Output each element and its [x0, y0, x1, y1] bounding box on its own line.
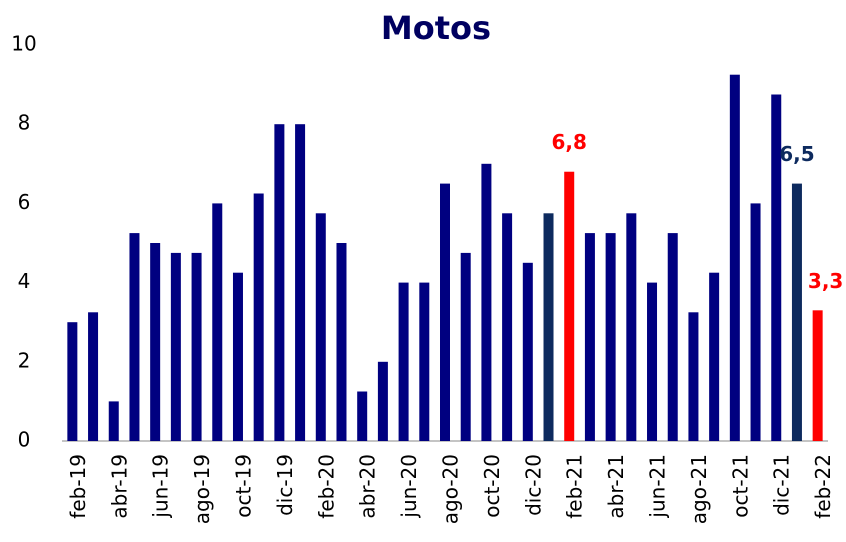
value-label: 6,8 [551, 130, 586, 154]
x-tick-label: dic-19 [273, 454, 297, 516]
bar [357, 391, 368, 441]
x-tick-label: abr-21 [604, 454, 628, 519]
bar [522, 262, 533, 441]
bar [67, 322, 78, 441]
bar [315, 213, 326, 441]
bar [688, 312, 699, 441]
bar [150, 243, 161, 441]
x-tick-label: dic-21 [770, 454, 794, 516]
bar [419, 282, 430, 441]
bar [253, 193, 264, 441]
chart-title: Motos [381, 9, 491, 47]
bar [108, 401, 119, 441]
bar [502, 213, 513, 441]
value-label: 3,3 [808, 269, 843, 293]
x-tick-label: oct-21 [728, 454, 752, 518]
bar [605, 233, 616, 441]
bar [212, 203, 223, 441]
bar [771, 94, 782, 441]
bar [750, 203, 761, 441]
bar [709, 272, 720, 441]
x-tick-label: feb-19 [66, 454, 90, 519]
bar [440, 183, 450, 441]
bar [564, 171, 575, 441]
bar [170, 252, 181, 441]
x-tick-label: jun-20 [397, 454, 421, 519]
value-label: 6,5 [779, 142, 814, 166]
x-tick-label: feb-21 [563, 454, 587, 519]
y-tick-label: 10 [11, 32, 36, 56]
bar [460, 252, 471, 441]
bar [647, 282, 658, 441]
x-tick-label: feb-22 [811, 454, 835, 519]
y-tick-label: 6 [18, 190, 31, 214]
bar [481, 163, 492, 442]
x-tick-label: jun-21 [646, 454, 670, 519]
bar [191, 252, 202, 441]
y-tick-label: 2 [18, 348, 31, 372]
bar [232, 272, 243, 441]
bar [626, 213, 637, 441]
x-tick-label: ago-20 [439, 454, 463, 524]
bar [398, 282, 409, 441]
bar [129, 233, 140, 441]
x-tick-label: ago-21 [687, 454, 711, 524]
bar [584, 233, 595, 441]
x-tick-label: oct-19 [231, 454, 255, 518]
x-tick-label: abr-20 [356, 454, 380, 519]
x-tick-label: dic-20 [521, 454, 545, 516]
bar [791, 183, 802, 441]
x-tick-label: feb-20 [314, 454, 338, 519]
x-tick-label: abr-19 [107, 454, 131, 519]
y-tick-label: 0 [18, 428, 31, 452]
bar [274, 124, 285, 441]
bar [729, 74, 740, 441]
x-tick-label: oct-20 [480, 454, 504, 518]
y-tick-label: 8 [18, 111, 31, 135]
bar [336, 243, 347, 441]
x-tick-label: ago-19 [190, 454, 214, 524]
x-tick-label: jun-19 [149, 454, 173, 519]
bar [543, 213, 554, 441]
y-tick-label: 4 [18, 269, 31, 293]
bar [812, 310, 823, 441]
bar [377, 361, 388, 441]
bar [295, 124, 306, 441]
bar [88, 312, 99, 441]
bar [667, 233, 678, 441]
